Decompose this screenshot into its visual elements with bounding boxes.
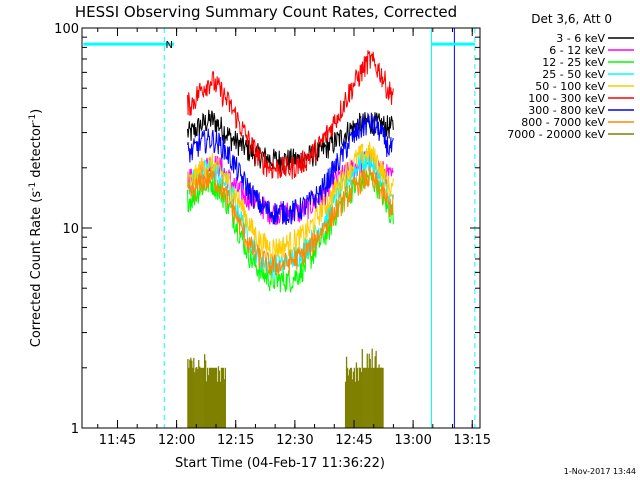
- legend-title: Det 3,6, Att 0: [531, 12, 612, 26]
- series-line: [187, 112, 394, 226]
- series-line: [187, 141, 394, 260]
- legend-label: 7000 - 20000 keV: [507, 128, 605, 141]
- y-axis-label: Corrected Count Rate (s-1 detector-1): [28, 109, 44, 347]
- legend-label: 12 - 25 keV: [542, 56, 605, 69]
- axis-layer: 11:45 12:00 12:15 12:30 12:45 13:00 13:15 1 10 10…: [54, 22, 491, 448]
- y-tick-label: 100: [54, 22, 79, 37]
- x-tick-label: 13:00: [394, 433, 431, 448]
- y-tick-label: 1: [71, 422, 79, 437]
- y-axis-label-sup1: -1: [28, 182, 38, 191]
- footer-timestamp: 1-Nov-2017 13:44: [564, 467, 636, 476]
- x-tick-label: 13:15: [454, 433, 491, 448]
- legend-label: 300 - 800 keV: [528, 104, 605, 117]
- y-axis-label-end: ): [29, 109, 44, 114]
- x-axis-label: Start Time (04-Feb-17 11:36:22): [175, 456, 385, 471]
- x-tick-label: 11:45: [99, 433, 136, 448]
- chart-title: HESSI Observing Summary Count Rates, Cor…: [75, 3, 457, 21]
- plot-frame: [81, 27, 481, 429]
- series-line: [187, 50, 394, 180]
- legend-label: 800 - 7000 keV: [521, 116, 605, 129]
- marker-layer: N: [83, 28, 476, 428]
- legend-label: 50 - 100 keV: [535, 80, 605, 93]
- y-axis-label-sup2: -1: [28, 114, 38, 123]
- series-7000-20000-kev: [187, 348, 384, 428]
- legend-label: 25 - 50 keV: [542, 68, 605, 81]
- series-300-800-kev: [187, 112, 394, 226]
- y-tick-label: 10: [62, 222, 79, 237]
- y-axis-label-mid: detector: [29, 122, 44, 182]
- legend-label: 6 - 12 keV: [549, 44, 605, 57]
- series-line: [187, 166, 394, 277]
- flag-label: N: [165, 40, 172, 51]
- y-axis-label-main: Corrected Count Rate (s: [29, 191, 44, 348]
- x-tick-label: 12:45: [335, 433, 372, 448]
- series-800-7000-kev: [187, 166, 394, 277]
- series-100-300-kev: [187, 50, 394, 180]
- series-layer: [187, 50, 394, 428]
- legend-label: 3 - 6 keV: [556, 32, 605, 45]
- x-tick-label: 12:15: [217, 433, 254, 448]
- legend-label: 100 - 300 keV: [528, 92, 605, 105]
- x-tick-label: 12:30: [276, 433, 313, 448]
- x-tick-label: 12:00: [158, 433, 195, 448]
- series-50-100-kev: [187, 141, 394, 260]
